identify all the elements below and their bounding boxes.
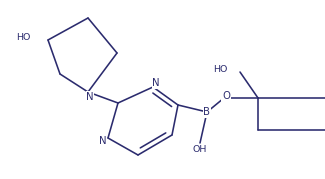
Text: N: N — [86, 92, 94, 102]
Text: N: N — [152, 78, 160, 88]
Text: HO: HO — [214, 64, 228, 74]
Text: HO: HO — [16, 33, 30, 42]
Text: B: B — [203, 107, 211, 117]
Text: N: N — [99, 136, 107, 146]
Text: O: O — [222, 91, 230, 101]
Text: OH: OH — [193, 146, 207, 154]
